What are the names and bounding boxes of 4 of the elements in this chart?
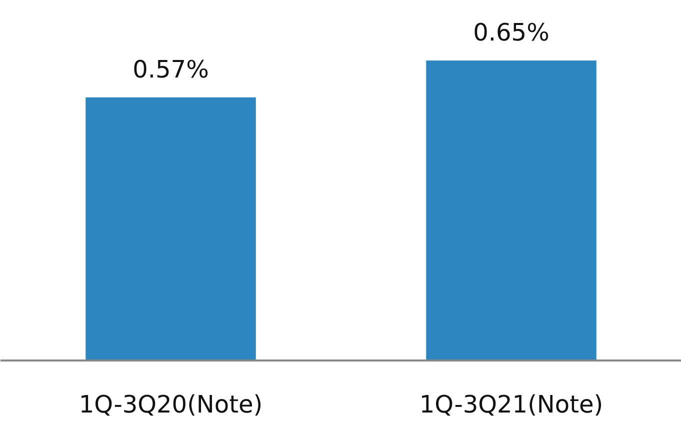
data-label: 0.57%	[132, 55, 209, 84]
x-tick-label: 1Q-3Q21(Note)	[419, 390, 604, 418]
x-tick-label: 1Q-3Q20(Note)	[78, 390, 263, 418]
data-label: 0.65%	[473, 18, 550, 46]
